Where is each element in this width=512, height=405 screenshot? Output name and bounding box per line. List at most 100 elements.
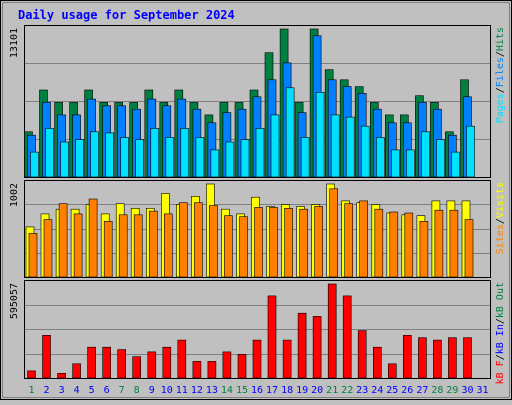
bar-pages-day-2 bbox=[45, 128, 54, 178]
bar-pages-day-1 bbox=[30, 151, 39, 178]
x-tick-label-day-2: 2 bbox=[43, 385, 49, 396]
x-tick-label-day-28: 28 bbox=[431, 385, 443, 396]
x-tick-label-day-20: 20 bbox=[311, 385, 323, 396]
bar-kb-f-day-15 bbox=[237, 353, 247, 379]
bar-kb-f-day-10 bbox=[162, 346, 172, 379]
bar-pages-day-16 bbox=[255, 128, 265, 178]
bar-sites-day-23 bbox=[359, 200, 369, 278]
bar-pages-day-11 bbox=[180, 128, 190, 178]
bar-pages-day-6 bbox=[105, 132, 114, 178]
bar-kb-f-day-14 bbox=[222, 351, 232, 379]
bar-kb-f-day-9 bbox=[147, 351, 157, 379]
bar-sites-day-10 bbox=[164, 213, 173, 278]
bar-kb-f-day-19 bbox=[297, 312, 307, 379]
x-tick-label-day-22: 22 bbox=[341, 385, 353, 396]
x-tick-label-day-6: 6 bbox=[104, 385, 110, 396]
bar-kb-f-day-18 bbox=[282, 339, 292, 379]
bar-kb-f-day-25 bbox=[387, 363, 397, 379]
legend-entry: / bbox=[495, 218, 506, 224]
x-tick-label-day-29: 29 bbox=[446, 385, 458, 396]
bar-kb-f-day-21 bbox=[327, 283, 337, 379]
bar-pages-day-10 bbox=[165, 137, 175, 178]
bar-pages-day-21 bbox=[330, 114, 340, 178]
panel-1-legend: Pages/Files/Hits bbox=[495, 27, 506, 123]
bar-kb-f-day-11 bbox=[177, 339, 187, 379]
bar-kb-f-day-8 bbox=[132, 356, 141, 379]
bar-kb-f-day-20 bbox=[312, 316, 322, 379]
legend-entry: Visits bbox=[495, 182, 506, 218]
bar-pages-day-12 bbox=[195, 137, 205, 178]
panel-1-y-max-label: 13101 bbox=[9, 28, 20, 58]
bar-kb-f-day-16 bbox=[252, 339, 262, 379]
bar-sites-day-9 bbox=[149, 210, 158, 278]
bar-pages-day-27 bbox=[421, 131, 430, 178]
x-tick-label-day-19: 19 bbox=[296, 385, 308, 396]
bar-sites-day-29 bbox=[449, 209, 459, 278]
bar-sites-day-16 bbox=[254, 207, 263, 278]
x-tick-label-day-17: 17 bbox=[266, 385, 278, 396]
bar-kb-f-day-28 bbox=[433, 339, 442, 379]
bar-pages-day-18 bbox=[285, 87, 295, 178]
bar-pages-day-19 bbox=[300, 137, 310, 178]
bar-sites-day-22 bbox=[344, 203, 354, 278]
bar-sites-day-2 bbox=[43, 219, 53, 278]
x-tick-label-day-9: 9 bbox=[149, 385, 155, 396]
bar-pages-day-30 bbox=[466, 125, 475, 178]
bar-sites-day-6 bbox=[103, 221, 113, 278]
x-tick-label-day-4: 4 bbox=[74, 385, 80, 396]
x-tick-label-day-21: 21 bbox=[326, 385, 338, 396]
bar-sites-day-30 bbox=[464, 219, 474, 278]
x-tick-label-day-1: 1 bbox=[28, 385, 34, 396]
bar-pages-day-23 bbox=[360, 125, 370, 178]
x-tick-label-day-13: 13 bbox=[206, 385, 218, 396]
x-tick-label-day-12: 12 bbox=[191, 385, 203, 396]
legend-entry: kB Out bbox=[495, 282, 506, 318]
legend-entry: / bbox=[495, 51, 506, 57]
x-tick-label-day-25: 25 bbox=[386, 385, 398, 396]
bar-pages-day-4 bbox=[75, 139, 84, 178]
bar-sites-day-7 bbox=[118, 214, 128, 278]
x-tick-label-day-26: 26 bbox=[401, 385, 413, 396]
x-tick-label-day-11: 11 bbox=[176, 385, 188, 396]
bar-pages-day-22 bbox=[345, 116, 355, 178]
bar-kb-f-day-6 bbox=[102, 346, 111, 379]
bar-pages-day-26 bbox=[405, 149, 415, 178]
bar-sites-day-21 bbox=[329, 188, 339, 278]
bar-sites-day-14 bbox=[224, 215, 233, 278]
x-tick-label-day-8: 8 bbox=[134, 385, 140, 396]
bar-sites-day-24 bbox=[374, 208, 384, 278]
bar-kb-f-day-12 bbox=[192, 361, 202, 379]
panel-3-legend: kB F/kB In/kB Out bbox=[495, 282, 506, 384]
bar-kb-f-day-7 bbox=[117, 349, 126, 379]
legend-entry: / bbox=[495, 318, 506, 324]
x-tick-label-day-31: 31 bbox=[476, 385, 488, 396]
x-tick-label-day-18: 18 bbox=[281, 385, 293, 396]
bar-pages-day-28 bbox=[436, 139, 445, 178]
bar-pages-day-13 bbox=[210, 149, 220, 178]
bar-kb-f-day-17 bbox=[267, 295, 277, 379]
legend-entry: / bbox=[495, 354, 506, 360]
bar-pages-day-24 bbox=[375, 137, 385, 178]
x-tick-label-day-15: 15 bbox=[236, 385, 248, 396]
legend-entry: Pages bbox=[495, 93, 506, 123]
bar-kb-f-day-30 bbox=[463, 337, 472, 379]
bar-sites-day-20 bbox=[314, 206, 323, 278]
panel-3-y-max-label: 595057 bbox=[9, 283, 20, 319]
bar-pages-day-9 bbox=[150, 128, 160, 178]
bar-sites-day-4 bbox=[73, 213, 83, 278]
bar-kb-f-day-1 bbox=[27, 370, 36, 379]
bar-sites-day-12 bbox=[194, 202, 203, 278]
bar-kb-f-day-3 bbox=[57, 372, 66, 379]
bar-sites-day-11 bbox=[179, 202, 188, 278]
chart-title: Daily usage for September 2024 bbox=[18, 8, 235, 22]
x-tick-label-day-16: 16 bbox=[251, 385, 263, 396]
legend-entry: / bbox=[495, 87, 506, 93]
bar-kb-f-day-22 bbox=[342, 295, 352, 379]
bar-pages-day-8 bbox=[135, 139, 144, 178]
x-tick-label-day-3: 3 bbox=[59, 385, 65, 396]
bar-sites-day-25 bbox=[389, 211, 399, 278]
bar-sites-day-17 bbox=[269, 207, 278, 278]
x-tick-label-day-24: 24 bbox=[371, 385, 383, 396]
